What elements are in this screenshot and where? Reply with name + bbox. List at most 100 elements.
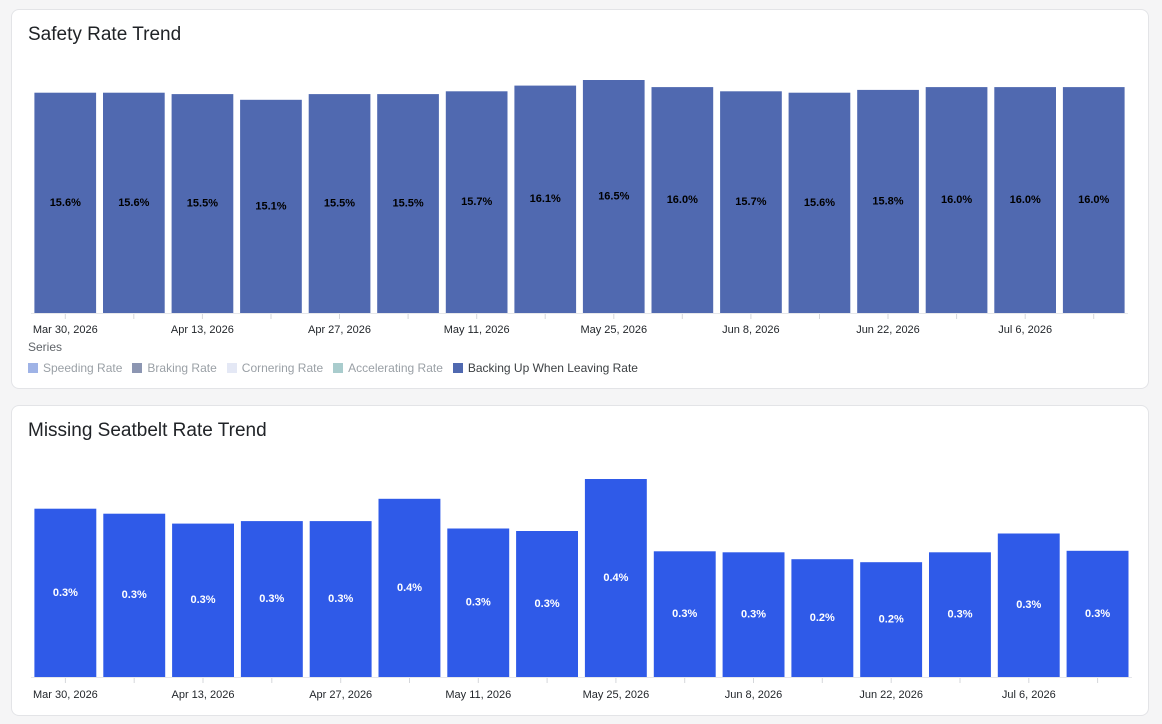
bar[interactable]	[516, 531, 578, 677]
bar-data-label: 0.3%	[190, 594, 215, 606]
bar[interactable]	[445, 91, 508, 313]
x-tick-label: Jun 8, 2026	[725, 689, 783, 701]
x-tick-label: May 11, 2026	[444, 324, 510, 336]
bar-data-label: 0.3%	[122, 589, 147, 601]
bar-data-label: 16.0%	[1010, 194, 1041, 206]
bar[interactable]	[378, 498, 441, 677]
bar[interactable]	[309, 521, 372, 677]
bar-data-label: 0.3%	[259, 593, 284, 605]
bar[interactable]	[1066, 550, 1129, 677]
legend-item[interactable]: Braking Rate	[132, 361, 217, 375]
bar-data-label: 16.0%	[941, 194, 972, 206]
bar[interactable]	[34, 508, 97, 677]
bar-data-label: 16.0%	[667, 194, 698, 206]
bar-data-label: 15.6%	[50, 197, 81, 209]
x-tick-label: Mar 30, 2026	[33, 689, 98, 701]
bar-data-label: 16.5%	[598, 190, 629, 202]
bar-data-label: 15.1%	[255, 200, 286, 212]
x-tick-label: Apr 13, 2026	[171, 324, 234, 336]
x-tick-label: Apr 27, 2026	[308, 324, 371, 336]
bar[interactable]	[34, 92, 97, 313]
x-tick-label: Jun 22, 2026	[856, 324, 920, 336]
bar-data-label: 15.7%	[461, 196, 492, 208]
legend-item[interactable]: Backing Up When Leaving Rate	[452, 361, 638, 375]
bar[interactable]	[103, 92, 165, 313]
bar-data-label: 15.5%	[392, 198, 423, 210]
x-tick-label: Jun 8, 2026	[722, 324, 780, 336]
bar[interactable]	[582, 80, 645, 313]
bar[interactable]	[929, 552, 991, 677]
x-tick-label: May 25, 2026	[583, 689, 650, 701]
x-tick-label: Jul 6, 2026	[998, 324, 1052, 336]
bar-data-label: 15.5%	[187, 198, 218, 210]
legend-swatch	[333, 363, 344, 373]
bar-data-label: 0.3%	[53, 587, 78, 599]
bar-data-label: 0.2%	[879, 614, 904, 626]
bar[interactable]	[240, 99, 302, 313]
bar-data-label: 0.2%	[810, 612, 835, 624]
x-tick-label: May 25, 2026	[580, 324, 647, 336]
x-tick-label: Mar 30, 2026	[33, 324, 98, 336]
bar[interactable]	[997, 533, 1060, 678]
bar[interactable]	[653, 551, 716, 677]
legend-label: Cornering Rate	[241, 361, 324, 375]
bar[interactable]	[514, 85, 577, 313]
bar-data-label: 0.3%	[1016, 599, 1041, 611]
legend: Speeding Rate Braking Rate Cornering Rate A…	[28, 361, 638, 375]
bar-data-label: 15.6%	[804, 197, 835, 209]
x-tick-label: May 11, 2026	[445, 689, 511, 701]
x-tick-label: Jun 22, 2026	[859, 689, 923, 701]
card-title: Safety Rate Trend	[28, 24, 182, 45]
bar[interactable]	[722, 552, 785, 677]
bar-data-label: 0.3%	[741, 609, 766, 621]
bar[interactable]	[447, 528, 510, 678]
bar[interactable]	[172, 523, 234, 677]
bar[interactable]	[720, 91, 782, 313]
bar[interactable]	[860, 562, 923, 677]
card-title: Missing Seatbelt Rate Trend	[28, 420, 267, 441]
legend-item[interactable]: Speeding Rate	[28, 361, 122, 375]
missing-seatbelt-chart: 0.3% Mar 30, 2026 0.3% 0.3% Apr 13, 2026 0.3%…	[31, 479, 1132, 701]
missing-seatbelt-card: Missing Seatbelt Rate Trend 0.3% Mar 30, …	[11, 405, 1149, 716]
bar-data-label: 15.8%	[872, 195, 903, 207]
bar-data-label: 0.4%	[603, 572, 628, 584]
legend-swatch	[226, 363, 237, 373]
safety-rate-card: Safety Rate Trend 15.6% Mar 30, 2026 15.6%…	[11, 9, 1149, 389]
bar-data-label: 16.1%	[530, 193, 561, 205]
bar[interactable]	[377, 94, 439, 313]
legend-label: Accelerating Rate	[348, 361, 443, 375]
legend-label: Backing Up When Leaving Rate	[467, 361, 638, 375]
legend-title: Series	[28, 340, 63, 354]
bar[interactable]	[994, 87, 1056, 313]
bar[interactable]	[171, 94, 234, 313]
bar[interactable]	[791, 559, 854, 677]
bar[interactable]	[857, 89, 919, 314]
bar-data-label: 0.3%	[535, 598, 560, 610]
legend-item[interactable]: Cornering Rate	[226, 361, 324, 375]
legend-swatch	[28, 363, 38, 373]
legend-swatch	[132, 363, 143, 373]
bar[interactable]	[308, 94, 371, 313]
bar-data-label: 0.3%	[1085, 608, 1110, 620]
bar-data-label: 0.3%	[672, 608, 697, 620]
safety-rate-chart: 15.6% Mar 30, 2026 15.6% 15.5% Apr 13, 2026 1…	[31, 80, 1128, 336]
bar[interactable]	[1062, 87, 1125, 313]
legend-label: Speeding Rate	[43, 361, 123, 375]
bar[interactable]	[240, 521, 303, 677]
bar[interactable]	[651, 87, 714, 313]
bar[interactable]	[788, 92, 851, 313]
bar[interactable]	[584, 479, 647, 677]
bar-data-label: 0.3%	[466, 597, 491, 609]
bar-data-label: 0.3%	[947, 609, 972, 621]
bar-data-label: 0.3%	[328, 593, 353, 605]
bar[interactable]	[925, 87, 988, 313]
bar[interactable]	[103, 513, 166, 677]
bar-data-label: 15.7%	[735, 196, 766, 208]
bar-data-label: 15.5%	[324, 198, 355, 210]
legend-item[interactable]: Accelerating Rate	[333, 361, 443, 375]
legend-swatch	[452, 363, 463, 373]
bar-data-label: 15.6%	[118, 197, 149, 209]
bar-data-label: 16.0%	[1078, 194, 1109, 206]
x-tick-label: Jul 6, 2026	[1002, 689, 1056, 701]
legend-label: Braking Rate	[147, 361, 217, 375]
